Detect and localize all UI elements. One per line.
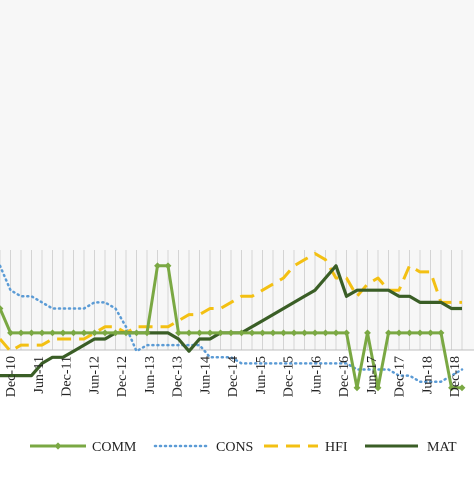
data-point-comm [217, 329, 224, 337]
x-tick-label: Dec-13 [171, 356, 186, 397]
data-point-comm [416, 329, 424, 337]
data-point-comm [185, 329, 193, 337]
data-point-comm [458, 384, 466, 392]
data-point-comm [70, 329, 77, 337]
data-point-comm [290, 329, 298, 337]
x-tick-label: Dec-14 [226, 356, 241, 397]
data-point-comm [59, 329, 67, 337]
data-point-comm [49, 329, 56, 337]
data-point-comm [406, 329, 413, 337]
data-point-comm [427, 329, 434, 337]
x-tick-label: Dec-10 [4, 356, 19, 397]
data-point-comm [374, 384, 382, 392]
data-point-comm [301, 329, 308, 337]
x-tick-label: Dec-12 [115, 356, 130, 397]
data-point-comm [248, 329, 256, 337]
legend-label-mat: MAT [427, 440, 457, 455]
series-line-cons [0, 264, 464, 383]
data-point-comm [154, 262, 161, 270]
x-tick-label: Dec-17 [393, 356, 408, 397]
x-tick-label: Dec-11 [60, 356, 75, 397]
x-tick-label: Jun-17 [365, 356, 380, 394]
data-point-comm [206, 329, 214, 337]
data-point-comm [80, 329, 88, 337]
legend: COMM CONS HFI MAT [30, 440, 457, 455]
data-point-comm [143, 329, 151, 337]
x-tick-label: Jun-12 [87, 356, 102, 394]
data-point-comm [227, 329, 235, 337]
data-point-comm [280, 329, 287, 337]
x-tick-label: Jun-16 [309, 356, 324, 394]
series-line-hfi [0, 252, 462, 353]
data-point-comm [332, 329, 340, 337]
data-point-comm [395, 329, 403, 337]
data-point-comm [164, 262, 172, 270]
data-point-comm [17, 329, 25, 337]
data-point-comm [133, 329, 140, 337]
data-point-comm [122, 329, 130, 337]
data-point-comm [364, 329, 371, 337]
x-tick-label: Jun-13 [143, 356, 158, 394]
data-point-comm [196, 329, 203, 337]
legend-label-comm: COMM [92, 440, 137, 455]
data-point-comm [175, 329, 182, 337]
data-point-comm [101, 329, 109, 337]
x-axis-tick-labels: Dec-10 Jun-11 Dec-11 Jun-12 Dec-12 Jun-13 Dec-… [4, 356, 463, 397]
data-point-comm [0, 305, 4, 312]
data-point-comm [343, 329, 350, 337]
series-lines [0, 252, 466, 392]
data-point-comm [28, 329, 35, 337]
data-point-comm [238, 329, 245, 337]
x-tick-label: Jun-18 [420, 356, 435, 394]
data-point-comm [448, 384, 455, 392]
legend-label-hfi: HFI [325, 440, 348, 455]
data-point-comm [259, 329, 266, 337]
legend-label-cons: CONS [216, 440, 253, 455]
data-point-comm [385, 329, 392, 337]
data-point-comm [38, 329, 46, 337]
x-tick-label: Dec-15 [282, 356, 297, 397]
data-point-comm [269, 329, 277, 337]
data-point-comm [437, 329, 445, 337]
x-tick-label: Dec-16 [337, 356, 352, 397]
data-point-comm [91, 329, 98, 337]
x-tick-label: Jun-11 [32, 356, 47, 394]
data-point-comm [311, 329, 319, 337]
data-point-comm [112, 329, 119, 337]
legend-marker-comm [54, 442, 62, 450]
x-tick-label: Jun-15 [254, 356, 269, 394]
data-point-comm [322, 329, 329, 337]
x-tick-label: Dec-18 [448, 356, 463, 397]
data-point-comm [353, 384, 361, 392]
data-point-comm [7, 329, 14, 337]
x-tick-label: Jun-14 [198, 356, 213, 394]
